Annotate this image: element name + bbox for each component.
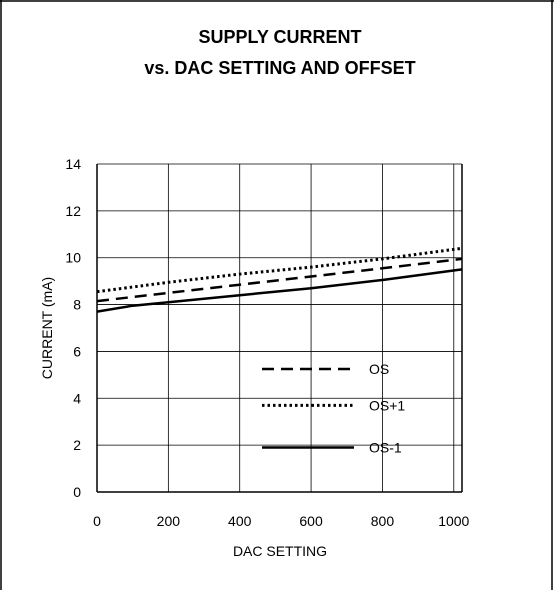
y-tick-label-0: 0: [73, 484, 81, 500]
legend-label-OS-1: OS-1: [369, 439, 402, 455]
chart-title-line-1: SUPPLY CURRENT: [198, 27, 361, 47]
plot-area: [96, 163, 463, 493]
legend-label-OS: OS: [369, 361, 389, 377]
y-tick-label-2: 4: [73, 390, 81, 406]
x-tick-label-1: 200: [157, 513, 181, 529]
y-tick-label-3: 6: [73, 343, 81, 359]
y-axis-label: CURRENT (mA): [39, 277, 55, 379]
tick-labels: 0 200 400 600 800 1000 0 2 4 6 8 10 12 14: [65, 156, 469, 529]
y-tick-label-6: 12: [65, 203, 81, 219]
series-lines: [96, 246, 463, 313]
x-tick-label-4: 800: [371, 513, 395, 529]
series-line-OS+1: [96, 246, 463, 294]
y-tick-label-1: 2: [73, 437, 81, 453]
x-axis-label: DAC SETTING: [233, 543, 327, 559]
legend: OS OS+1 OS-1: [262, 361, 405, 455]
x-tick-label-0: 0: [93, 513, 101, 529]
y-tick-label-4: 8: [73, 297, 81, 313]
series-line-OS: [96, 257, 463, 303]
legend-label-OS+1: OS+1: [369, 397, 405, 413]
series-line-OS-1: [96, 268, 463, 313]
x-tick-label-2: 400: [228, 513, 252, 529]
chart-title-line-2: vs. DAC SETTING AND OFFSET: [144, 58, 415, 78]
y-tick-label-5: 10: [65, 250, 81, 266]
y-tick-label-7: 14: [65, 156, 81, 172]
x-tick-label-5: 1000: [438, 513, 469, 529]
x-tick-label-3: 600: [299, 513, 323, 529]
